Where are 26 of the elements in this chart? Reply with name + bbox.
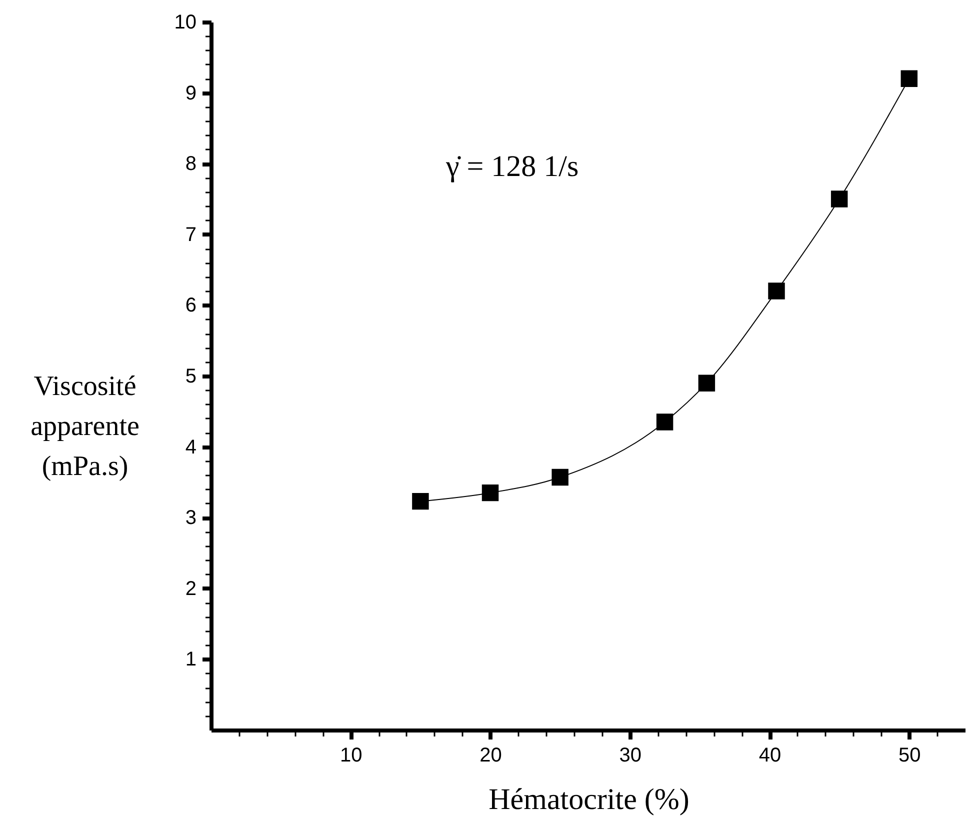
x-tick-label: 20 [480, 744, 502, 766]
y-tick-label: 4 [185, 436, 196, 458]
y-tick-label: 5 [185, 366, 196, 388]
y-tick-label: 1 [185, 648, 196, 671]
point [900, 70, 918, 88]
point [698, 374, 716, 392]
x-tick-label: 50 [898, 744, 921, 766]
y-tick-label: 10 [174, 12, 196, 34]
x-tick-label: 10 [340, 744, 362, 766]
point [482, 484, 499, 502]
y-tick-label: 7 [185, 224, 196, 246]
y-tick-label: 8 [185, 153, 196, 176]
x-axis-title: Hématocrite (%) [488, 783, 690, 816]
annotation: γ̇ = 128 1/s [445, 150, 579, 183]
point [412, 492, 429, 510]
y-axis-title: Viscosité apparente (mPa.s) [30, 371, 140, 482]
y-tick-label: 2 [185, 578, 196, 600]
point [656, 414, 674, 430]
y-tick-label: 9 [185, 82, 196, 104]
y-tick-label: 6 [185, 294, 196, 317]
x-tick-label: 30 [619, 744, 642, 766]
y-tick-label: 3 [185, 507, 196, 530]
x-tick-label: 40 [758, 744, 782, 766]
point [830, 190, 848, 208]
point [768, 282, 785, 300]
point [552, 468, 568, 486]
